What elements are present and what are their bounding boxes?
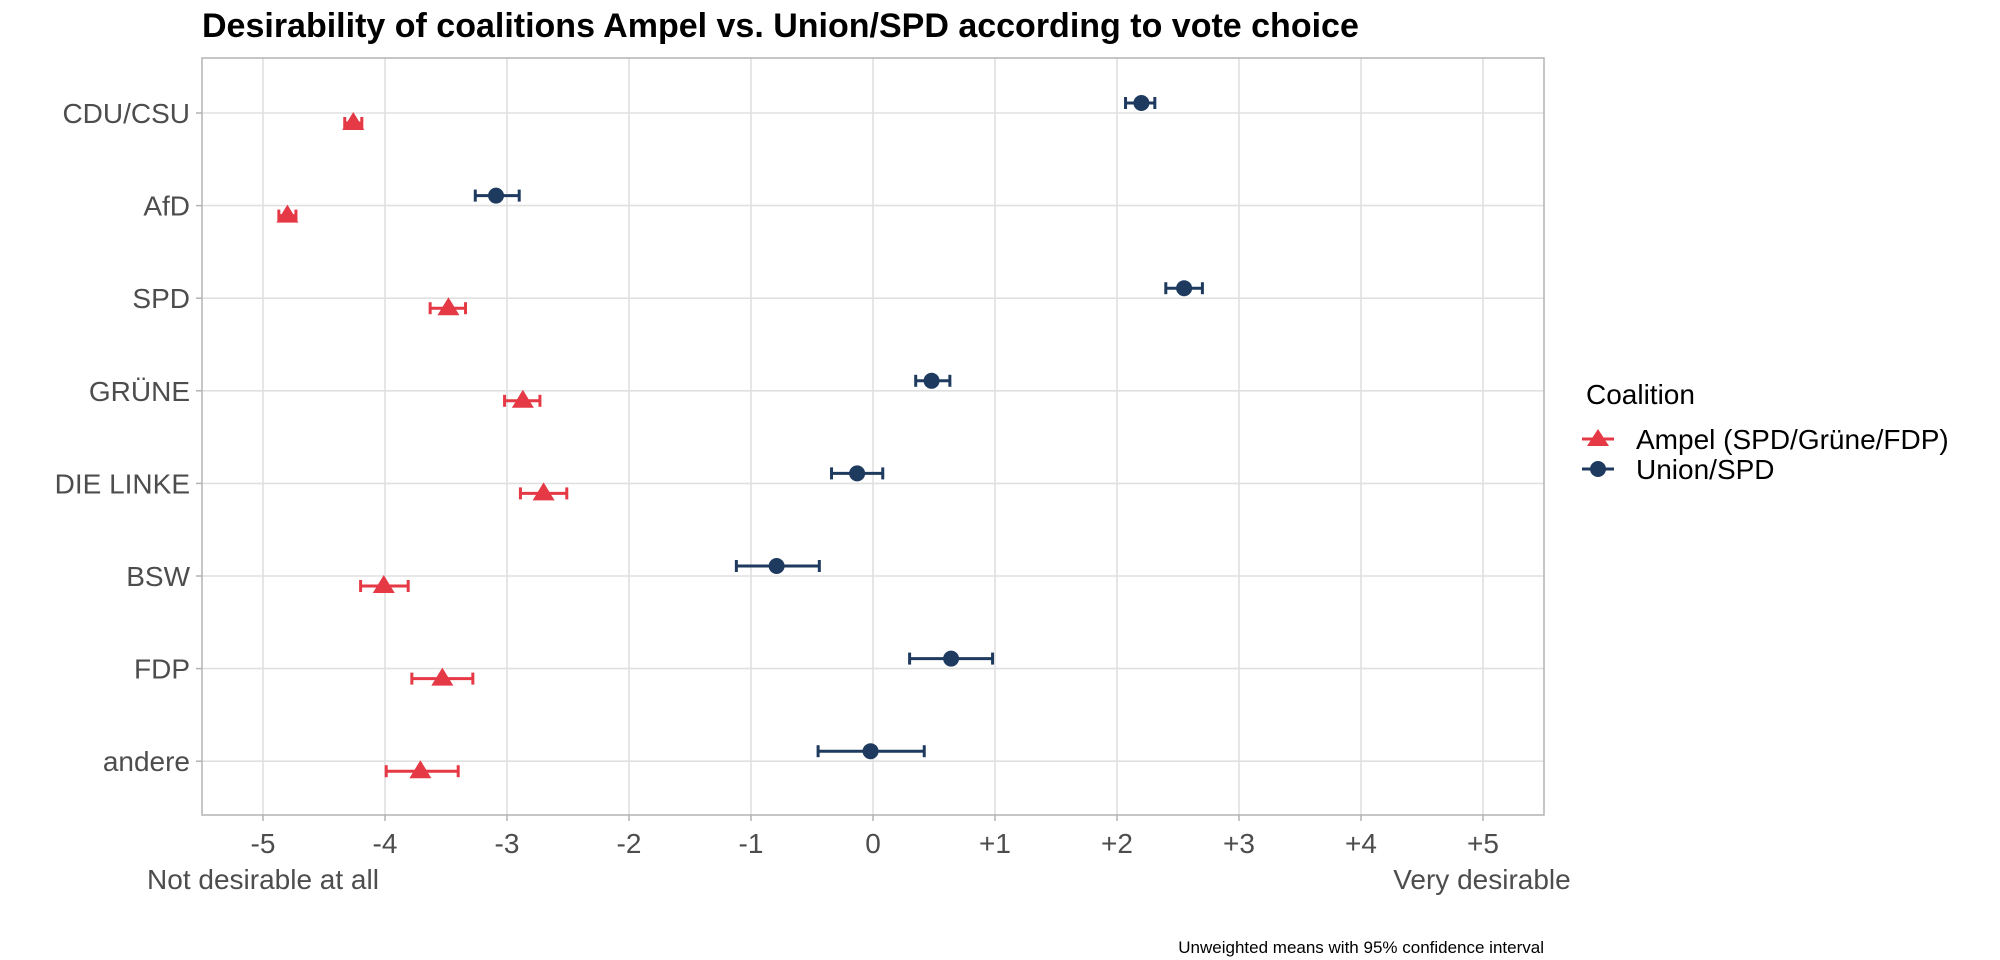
triangle-marker xyxy=(342,112,365,130)
y-tick-label: AfD xyxy=(143,191,190,222)
circle-marker xyxy=(862,743,879,760)
circle-marker xyxy=(1176,280,1193,297)
triangle-marker xyxy=(372,575,395,593)
x-tick-label: 0 xyxy=(865,828,881,859)
ampel-point xyxy=(518,482,569,501)
x-axis: -5 -4 -3 -2 -1 0 +1 +2 +3 +4 +5 xyxy=(251,815,1499,859)
ampel-point xyxy=(384,760,460,779)
x-tick-label: +5 xyxy=(1467,828,1499,859)
union-point xyxy=(830,465,885,482)
ampel-point xyxy=(503,389,542,408)
data-marks xyxy=(276,95,1204,779)
y-axis: CDU/CSU AfD SPD GRÜNE DIE LINKE BSW FDP andere xyxy=(55,98,202,777)
triangle-marker xyxy=(431,667,454,686)
x-tick-label: +1 xyxy=(979,828,1011,859)
legend-union-label: Union/SPD xyxy=(1636,454,1775,485)
x-tick-label: -5 xyxy=(251,828,276,859)
x-tick-label: +3 xyxy=(1223,828,1255,859)
union-point xyxy=(914,372,952,389)
union-point xyxy=(1124,95,1157,111)
y-tick-label: CDU/CSU xyxy=(62,98,190,129)
y-tick-label: FDP xyxy=(134,654,190,685)
ampel-point xyxy=(359,575,410,593)
chart-caption: Unweighted means with 95% confidence int… xyxy=(1178,938,1544,957)
union-point xyxy=(473,187,521,204)
ampel-point xyxy=(428,297,468,316)
legend-ampel-triangle-icon xyxy=(1587,429,1609,446)
y-tick-label: DIE LINKE xyxy=(55,468,190,499)
triangle-marker xyxy=(532,482,555,501)
x-tick-label: +2 xyxy=(1101,828,1133,859)
x-tick-label: +4 xyxy=(1345,828,1377,859)
legend-title: Coalition xyxy=(1586,379,1695,410)
y-tick-label: andere xyxy=(103,746,190,777)
legend-ampel-label: Ampel (SPD/Grüne/FDP) xyxy=(1636,424,1949,455)
x-end-label-left: Not desirable at all xyxy=(147,864,379,895)
x-tick-label: -3 xyxy=(495,828,520,859)
legend-item-ampel: Ampel (SPD/Grüne/FDP) xyxy=(1582,424,1949,455)
ampel-point xyxy=(410,667,475,686)
triangle-marker xyxy=(437,297,460,316)
union-point xyxy=(816,743,926,760)
x-tick-label: -4 xyxy=(373,828,398,859)
x-end-label-right: Very desirable xyxy=(1393,864,1570,895)
y-tick-label: GRÜNE xyxy=(89,376,190,407)
ampel-point xyxy=(342,112,365,130)
triangle-marker xyxy=(276,204,299,223)
circle-marker xyxy=(923,372,940,389)
circle-marker xyxy=(849,465,866,482)
grid xyxy=(202,58,1544,815)
y-tick-label: SPD xyxy=(132,283,190,314)
triangle-marker xyxy=(409,760,432,779)
legend-item-union: Union/SPD xyxy=(1582,454,1775,485)
circle-marker xyxy=(943,650,960,667)
y-tick-label: BSW xyxy=(126,561,190,592)
circle-marker xyxy=(1133,95,1150,111)
circle-marker xyxy=(768,558,785,574)
union-point xyxy=(908,650,995,667)
circle-marker xyxy=(488,187,505,204)
ampel-point xyxy=(276,204,299,223)
x-tick-label: -1 xyxy=(739,828,764,859)
legend: Coalition Ampel (SPD/Grüne/FDP) Union/SP… xyxy=(1582,379,1949,485)
x-tick-label: -2 xyxy=(617,828,642,859)
union-point xyxy=(734,558,821,574)
triangle-marker xyxy=(511,389,534,408)
chart-title: Desirability of coalitions Ampel vs. Uni… xyxy=(202,7,1359,45)
union-point xyxy=(1164,280,1204,297)
legend-union-circle-icon xyxy=(1590,461,1606,477)
